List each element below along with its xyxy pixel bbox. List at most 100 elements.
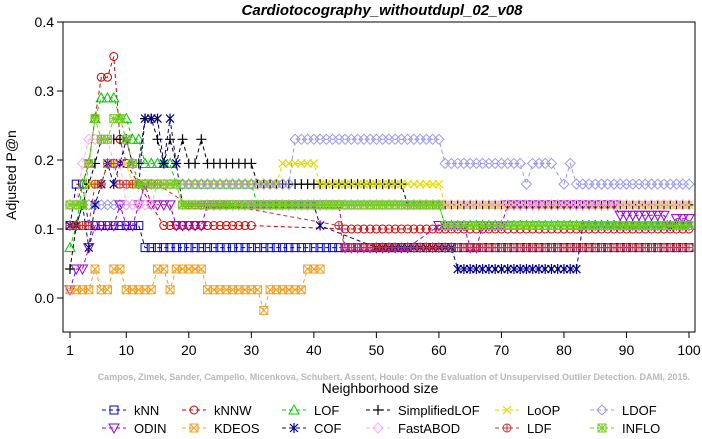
data-point-knnw xyxy=(234,221,244,231)
data-point-ldf-cross xyxy=(685,243,693,252)
data-point-lof xyxy=(145,157,158,168)
data-point-kdeos xyxy=(315,264,325,274)
data-point-simplifiedlof xyxy=(246,158,257,169)
data-point-cof xyxy=(522,264,531,275)
data-point-knn xyxy=(259,243,269,253)
legend-marker-odin xyxy=(108,423,120,435)
data-point-cof xyxy=(159,158,169,169)
data-point-kdeos xyxy=(296,285,306,295)
data-point-simplifiedlof xyxy=(165,134,176,145)
data-point-odin xyxy=(501,200,514,211)
data-point-ldf xyxy=(684,243,694,253)
data-point-cof xyxy=(471,264,481,275)
data-point-ldof xyxy=(514,157,526,170)
data-point-loop xyxy=(378,179,388,189)
data-point-knnw xyxy=(346,224,356,234)
data-point-knn xyxy=(171,243,181,253)
data-point-lof xyxy=(220,178,233,189)
data-point-odin xyxy=(533,200,545,211)
data-point-simplifiedlof xyxy=(177,134,188,145)
data-point-kdeos xyxy=(103,285,113,295)
data-point-cof xyxy=(540,264,550,275)
data-point-knn xyxy=(246,243,256,253)
data-point-odin xyxy=(645,210,658,222)
data-point-ldof xyxy=(558,178,570,190)
legend-label-odin: ODIN xyxy=(134,421,167,434)
x-tick-label: 10 xyxy=(118,342,134,358)
data-point-knn xyxy=(265,243,275,253)
data-point-knn xyxy=(253,243,263,253)
data-point-inflo xyxy=(434,200,444,210)
data-point-odin xyxy=(145,200,158,211)
legend-item-cof: COF xyxy=(282,421,342,436)
data-point-loop xyxy=(390,179,400,189)
data-point-ldof xyxy=(683,178,695,190)
data-point-loop xyxy=(365,179,375,189)
data-point-fastabod xyxy=(101,133,114,146)
x-tick-label: 50 xyxy=(369,342,385,358)
data-point-odin xyxy=(620,210,633,222)
data-point-odin xyxy=(176,221,189,232)
data-point-odin xyxy=(195,221,208,232)
data-point-cof xyxy=(509,264,519,275)
data-point-ldof xyxy=(520,178,533,190)
data-point-knnw xyxy=(246,221,256,231)
data-point-knnw xyxy=(371,224,381,234)
data-point-knn xyxy=(309,243,319,253)
data-point-cof xyxy=(453,264,463,275)
data-point-ldf-cross xyxy=(334,221,343,230)
data-point-loop xyxy=(346,179,356,189)
data-point-loop xyxy=(353,179,363,189)
data-point-knn xyxy=(328,243,338,253)
data-point-loop xyxy=(434,179,444,189)
data-point-ldf-cross xyxy=(109,159,118,168)
data-point-kdeos xyxy=(90,264,100,274)
data-point-lof xyxy=(64,241,76,253)
data-point-fastabod xyxy=(70,199,82,211)
data-point-knn xyxy=(178,243,188,253)
data-point-inflo xyxy=(78,200,88,210)
data-point-knn xyxy=(240,243,250,253)
data-point-loop xyxy=(384,179,394,189)
data-point-odin xyxy=(639,210,652,222)
data-point-cof xyxy=(496,264,506,275)
data-point-knnw xyxy=(403,224,413,234)
data-point-lof xyxy=(101,91,114,103)
series-layer xyxy=(64,52,695,315)
data-point-odin xyxy=(676,214,689,225)
data-point-fastabod xyxy=(683,199,695,211)
series-knn xyxy=(65,179,694,253)
data-point-knnw xyxy=(159,221,169,231)
legend-marker-ldof xyxy=(596,404,608,416)
data-point-odin xyxy=(614,210,627,222)
data-point-loop xyxy=(396,179,406,189)
legend-label-ldf: LDF xyxy=(527,421,552,434)
data-point-lof xyxy=(207,178,220,189)
y-tick-label: 0.3 xyxy=(35,83,55,99)
x-tick-label: 30 xyxy=(244,342,260,358)
data-point-knn xyxy=(203,243,213,253)
data-point-odin xyxy=(76,264,89,276)
data-point-kdeos xyxy=(159,264,169,274)
data-point-cof xyxy=(528,264,538,275)
x-tick-label: 80 xyxy=(556,342,572,358)
legend-item-lof: LOF xyxy=(282,403,339,418)
legend-marker-ldf xyxy=(502,423,512,433)
data-point-knn xyxy=(221,243,231,253)
data-point-inflo xyxy=(103,134,113,144)
data-point-odin xyxy=(626,210,639,222)
legend-marker-knnw xyxy=(189,405,199,415)
data-point-knnw xyxy=(209,221,219,231)
data-point-knnw xyxy=(409,224,419,234)
data-point-ldof xyxy=(283,178,295,190)
data-point-simplifiedlof xyxy=(196,134,207,145)
data-point-loop xyxy=(334,179,344,189)
data-point-lof xyxy=(189,178,201,189)
data-point-odin xyxy=(539,200,552,211)
data-point-cof xyxy=(165,113,175,124)
data-point-loop xyxy=(415,179,425,189)
data-point-inflo xyxy=(115,114,125,124)
data-point-cof xyxy=(465,264,475,275)
data-point-odin xyxy=(633,210,645,222)
